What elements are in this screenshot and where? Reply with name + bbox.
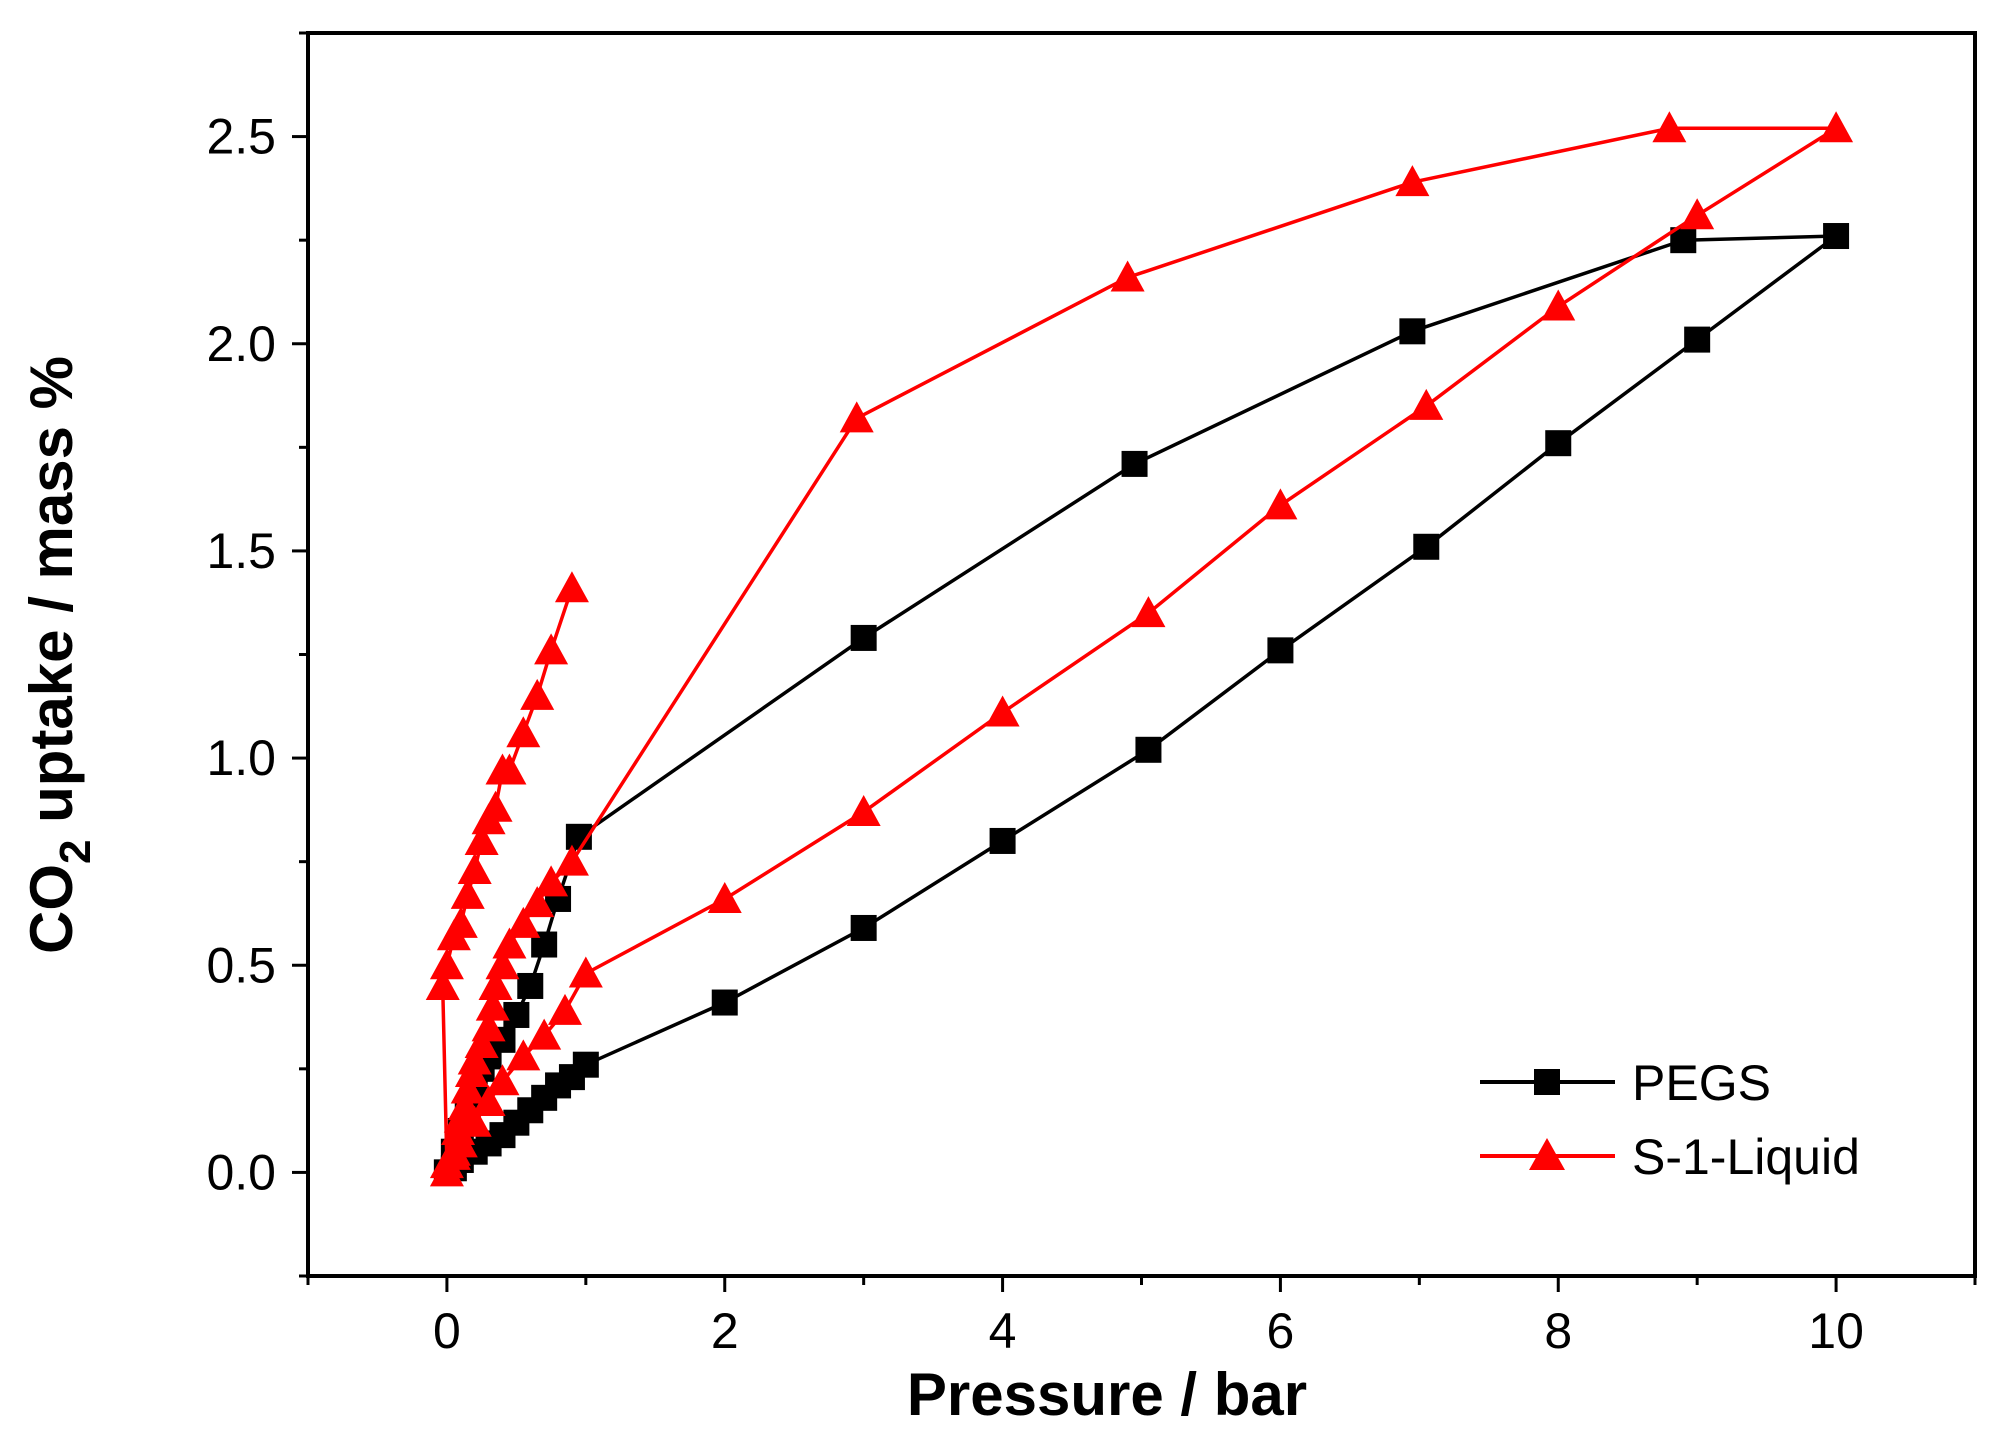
data-point (1823, 223, 1850, 250)
x-axis-title: Pressure / bar (907, 1361, 1307, 1428)
data-point (554, 844, 589, 876)
data-point (443, 906, 478, 938)
legend-marker-s1liquid (1529, 1138, 1565, 1170)
y-tick-label: 1.0 (206, 730, 276, 786)
data-point (517, 972, 544, 999)
data-point (850, 624, 877, 651)
data-point (464, 823, 499, 855)
y-axis-title-prefix: CO (18, 864, 85, 954)
data-point (503, 1001, 530, 1028)
data-point (457, 1043, 492, 1075)
data-point (1121, 450, 1148, 477)
series-layer (425, 111, 1854, 1187)
data-point (527, 1018, 562, 1050)
data-point (492, 927, 527, 959)
data-point (457, 1105, 492, 1137)
data-point (478, 968, 513, 1000)
data-point (1399, 318, 1426, 345)
data-point (1110, 260, 1145, 292)
data-point (554, 571, 589, 603)
data-point (520, 678, 555, 710)
data-point (485, 948, 520, 980)
data-point (568, 956, 603, 988)
data-point (1652, 111, 1687, 143)
data-point (425, 968, 460, 1000)
x-tick-label: 8 (1544, 1303, 1572, 1359)
y-tick-label: 2.0 (206, 316, 276, 372)
y-tick-label: 1.5 (206, 523, 276, 579)
data-point (450, 877, 485, 909)
data-point (492, 753, 527, 785)
data-point (534, 633, 569, 665)
data-point (1541, 289, 1576, 321)
data-point (989, 827, 1016, 854)
data-point (1680, 198, 1715, 230)
labels-layer: Pressure / bar CO2 uptake / mass % (18, 356, 1307, 1428)
legend: PEGS S-1-Liquid (1480, 1055, 1860, 1185)
data-point (520, 886, 555, 918)
data-point (547, 993, 582, 1025)
data-point (485, 1064, 520, 1096)
y-tick-label: 2.5 (206, 109, 276, 165)
data-point (1545, 430, 1572, 457)
data-point (534, 865, 569, 897)
data-point (711, 989, 738, 1016)
axes: 0 2 4 6 8 10 0.0 0.5 1.0 1.5 2.0 2.5 (206, 31, 1977, 1359)
y-axis-title-suffix: uptake / mass % (18, 356, 85, 840)
data-point (450, 1072, 485, 1104)
data-point (478, 790, 513, 822)
y-axis-title-subscript: 2 (51, 840, 100, 864)
data-point (707, 881, 742, 913)
x-tick-label: 4 (989, 1303, 1017, 1359)
legend-marker-pegs (1534, 1069, 1560, 1095)
legend-label-s1liquid: S-1-Liquid (1632, 1129, 1860, 1185)
y-tick-label: 0.5 (206, 937, 276, 993)
legend-label-pegs: PEGS (1632, 1055, 1771, 1111)
x-tick-label: 0 (433, 1303, 461, 1359)
data-point (475, 989, 510, 1021)
data-point (1413, 533, 1440, 560)
y-axis-title: CO2 uptake / mass % (18, 356, 100, 954)
x-tick-label: 2 (711, 1303, 739, 1359)
data-point (985, 695, 1020, 727)
data-point (457, 852, 492, 884)
data-point (429, 1147, 464, 1179)
data-point (506, 1039, 541, 1071)
data-point (1267, 637, 1294, 664)
x-tick-label: 10 (1808, 1303, 1864, 1359)
data-point (1395, 165, 1430, 197)
x-tick-label: 6 (1267, 1303, 1295, 1359)
y-tick-label: 0.0 (206, 1144, 276, 1200)
data-point (471, 1084, 506, 1116)
data-point (429, 948, 464, 980)
data-point (506, 906, 541, 938)
data-point (1684, 326, 1711, 353)
data-point (1263, 488, 1298, 520)
series-s1-liquid (425, 111, 1854, 1187)
data-point (464, 1026, 499, 1058)
data-point (1409, 388, 1444, 420)
data-point (1131, 596, 1166, 628)
data-point (1819, 111, 1854, 143)
data-point (850, 914, 877, 941)
data-point (846, 794, 881, 826)
data-point (471, 1010, 506, 1042)
data-point (1135, 736, 1162, 763)
data-point (506, 716, 541, 748)
data-point (839, 401, 874, 433)
